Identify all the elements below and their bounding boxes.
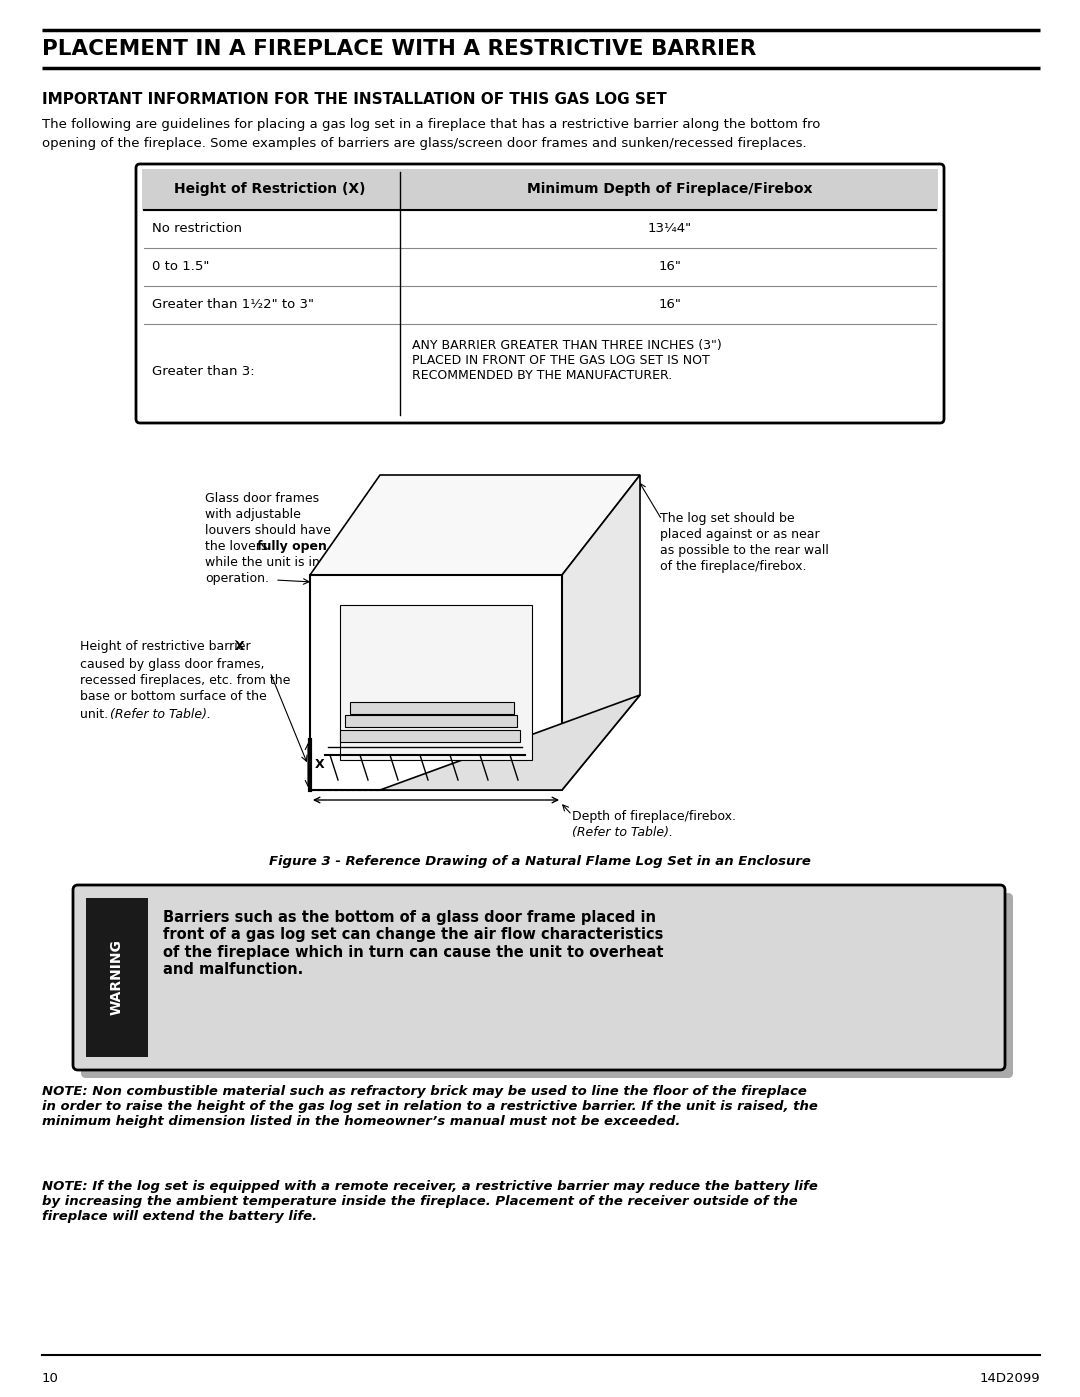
Text: NOTE: If the log set is equipped with a remote receiver, a restrictive barrier m: NOTE: If the log set is equipped with a …: [42, 1180, 818, 1222]
Bar: [86, 898, 148, 1058]
Text: opening of the fireplace. Some examples of barriers are glass/screen door frames: opening of the fireplace. Some examples …: [42, 137, 807, 149]
Text: placed against or as near: placed against or as near: [660, 528, 820, 541]
Text: Minimum Depth of Fireplace/Firebox: Minimum Depth of Fireplace/Firebox: [527, 182, 813, 196]
Text: 10: 10: [42, 1372, 59, 1384]
Text: WARNING: WARNING: [110, 940, 124, 1016]
Text: 14D2099: 14D2099: [980, 1372, 1040, 1384]
Text: Height of Restriction (X): Height of Restriction (X): [174, 182, 366, 196]
Polygon shape: [340, 731, 519, 742]
Text: Greater than 3:: Greater than 3:: [152, 365, 255, 379]
Polygon shape: [350, 703, 514, 714]
Text: recessed fireplaces, etc. from the: recessed fireplaces, etc. from the: [80, 673, 291, 687]
Polygon shape: [562, 475, 640, 789]
Text: caused by glass door frames,: caused by glass door frames,: [80, 658, 265, 671]
Text: as possible to the rear wall: as possible to the rear wall: [660, 543, 828, 557]
Text: The log set should be: The log set should be: [660, 511, 795, 525]
Text: Greater than 1¹⁄₂2" to 3": Greater than 1¹⁄₂2" to 3": [152, 299, 314, 312]
Text: fully open: fully open: [257, 541, 327, 553]
Polygon shape: [340, 605, 532, 760]
Text: No restriction: No restriction: [152, 222, 242, 236]
Bar: [141, 169, 939, 210]
Text: 0 to 1.5": 0 to 1.5": [152, 260, 210, 274]
Text: the lovers: the lovers: [205, 541, 271, 553]
Text: base or bottom surface of the: base or bottom surface of the: [80, 690, 267, 703]
Text: ANY BARRIER GREATER THAN THREE INCHES (3")
PLACED IN FRONT OF THE GAS LOG SET IS: ANY BARRIER GREATER THAN THREE INCHES (3…: [411, 339, 721, 381]
Text: 13¹⁄₄4": 13¹⁄₄4": [648, 222, 692, 236]
Text: Height of restrictive barrier: Height of restrictive barrier: [80, 640, 255, 652]
Text: Glass door frames: Glass door frames: [205, 492, 319, 504]
FancyBboxPatch shape: [73, 886, 1005, 1070]
Text: Figure 3 - Reference Drawing of a Natural Flame Log Set in an Enclosure: Figure 3 - Reference Drawing of a Natura…: [269, 855, 811, 868]
Text: NOTE: Non combustible material such as refractory brick may be used to line the : NOTE: Non combustible material such as r…: [42, 1085, 818, 1127]
Text: X: X: [315, 759, 325, 771]
Polygon shape: [310, 576, 562, 789]
Text: louvers should have: louvers should have: [205, 524, 330, 536]
Polygon shape: [345, 715, 517, 726]
Text: Barriers such as the bottom of a glass door frame placed in
front of a gas log s: Barriers such as the bottom of a glass d…: [163, 909, 663, 977]
Text: operation.: operation.: [205, 571, 269, 585]
Text: 16": 16": [659, 260, 681, 274]
Text: PLACEMENT IN A FIREPLACE WITH A RESTRICTIVE BARRIER: PLACEMENT IN A FIREPLACE WITH A RESTRICT…: [42, 39, 756, 59]
Text: (Refer to Table).: (Refer to Table).: [110, 708, 211, 721]
Text: X: X: [235, 640, 245, 652]
Text: with adjustable: with adjustable: [205, 509, 301, 521]
Text: of the fireplace/firebox.: of the fireplace/firebox.: [660, 560, 807, 573]
FancyBboxPatch shape: [81, 893, 1013, 1078]
Text: 16": 16": [659, 299, 681, 312]
Text: unit.: unit.: [80, 708, 112, 721]
Text: Depth of fireplace/firebox.: Depth of fireplace/firebox.: [572, 810, 735, 823]
FancyBboxPatch shape: [136, 163, 944, 423]
Text: (Refer to Table).: (Refer to Table).: [572, 826, 673, 840]
Polygon shape: [310, 694, 640, 789]
Text: IMPORTANT INFORMATION FOR THE INSTALLATION OF THIS GAS LOG SET: IMPORTANT INFORMATION FOR THE INSTALLATI…: [42, 92, 666, 108]
Text: The following are guidelines for placing a gas log set in a fireplace that has a: The following are guidelines for placing…: [42, 117, 821, 131]
Text: while the unit is in: while the unit is in: [205, 556, 320, 569]
Polygon shape: [310, 475, 640, 576]
